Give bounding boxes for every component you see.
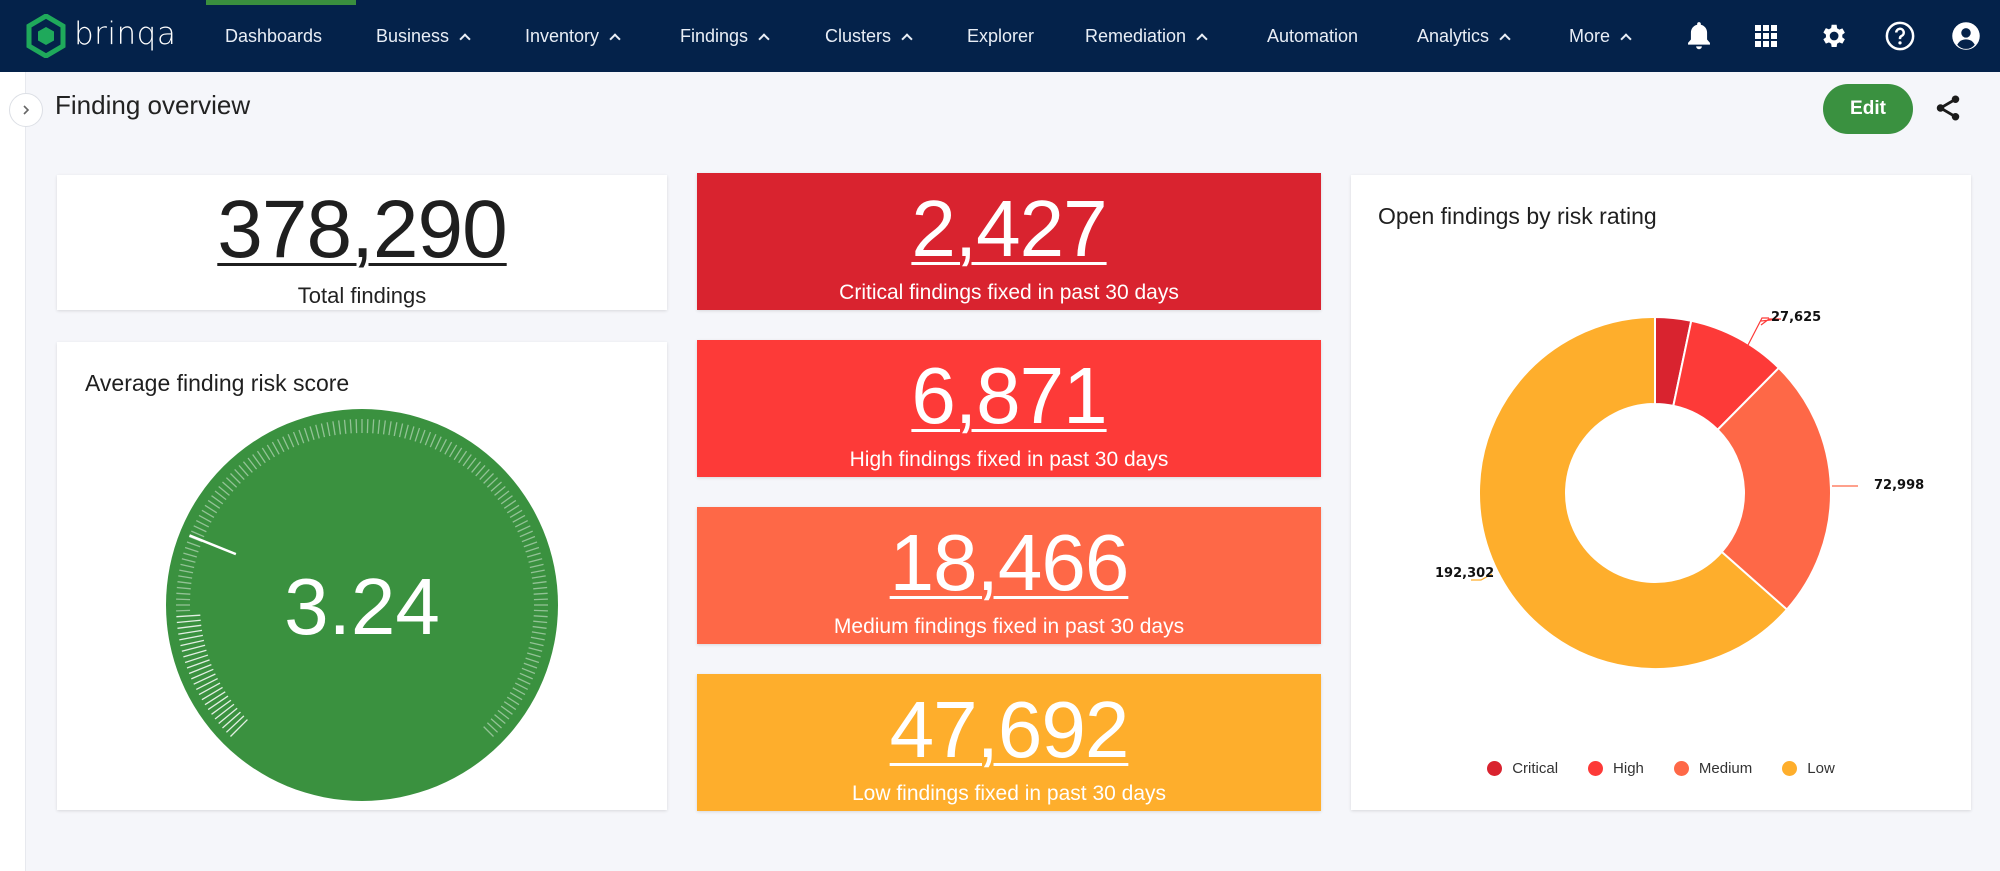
medium-slice-label: 72,998 [1874, 478, 1925, 493]
hexagon-logo-icon [26, 14, 66, 58]
nav-label: Clusters [825, 25, 892, 46]
page-title: Finding overview [55, 90, 251, 120]
legend-label: Medium [1698, 760, 1753, 777]
apps-grid-icon[interactable] [1750, 20, 1782, 52]
chevron-up-icon [758, 33, 770, 45]
legend-label: Low [1807, 760, 1835, 777]
nav-analytics[interactable]: Analytics [1417, 0, 1511, 72]
nav-more[interactable]: More [1569, 0, 1632, 72]
help-icon[interactable] [1884, 20, 1916, 52]
open-findings-by-risk-card: Open findings by risk rating 27,625 72,9… [1351, 175, 1971, 810]
gear-icon[interactable] [1817, 20, 1849, 52]
legend-critical[interactable]: Critical [1487, 760, 1558, 777]
total-findings-card: 378,290 Total findings [57, 175, 667, 310]
donut-slice-medium[interactable] [1716, 366, 1832, 611]
donut-legend: Critical High Medium Low [1351, 760, 1971, 777]
legend-high[interactable]: High [1588, 760, 1644, 777]
nav-label: Inventory [525, 25, 600, 46]
average-risk-score-card: Average finding risk score 3.24 [57, 342, 667, 810]
critical-fixed-card: 2,427 Critical findings fixed in past 30… [697, 173, 1321, 310]
nav-label: More [1569, 25, 1611, 46]
collapsed-sidebar [0, 72, 26, 871]
total-findings-value[interactable]: 378,290 [217, 184, 507, 275]
nav-label: Remediation [1085, 25, 1187, 46]
brinqa-logo[interactable]: brinqa [26, 14, 176, 58]
active-nav-indicator [206, 0, 356, 5]
donut-slice-low[interactable] [1478, 315, 1789, 670]
critical-fixed-value[interactable]: 2,427 [911, 184, 1107, 273]
legend-medium[interactable]: Medium [1673, 760, 1753, 777]
nav-label: Automation [1267, 25, 1359, 46]
nav-business[interactable]: Business [376, 0, 471, 72]
nav-dashboards[interactable]: Dashboards [225, 0, 322, 72]
nav-remediation[interactable]: Remediation [1085, 0, 1208, 72]
logo-text: brinqa [74, 16, 177, 52]
top-nav: brinqa Dashboards Business Inventory Fin… [0, 0, 2000, 72]
low-fixed-card: 47,692 Low findings fixed in past 30 day… [697, 674, 1321, 811]
low-fixed-value[interactable]: 47,692 [889, 685, 1130, 774]
high-fixed-card: 6,871 High findings fixed in past 30 day… [697, 340, 1321, 477]
high-fixed-value[interactable]: 6,871 [911, 351, 1107, 440]
share-button[interactable] [1930, 90, 1966, 126]
legend-dot-icon [1782, 761, 1798, 776]
risk-score-gauge [166, 409, 558, 801]
bell-icon[interactable] [1683, 20, 1715, 52]
low-slice-label: 192,302 [1435, 566, 1495, 581]
expand-sidebar-button[interactable] [9, 93, 43, 127]
legend-dot-icon [1487, 761, 1503, 776]
donut-chart[interactable] [1351, 175, 1971, 810]
legend-low[interactable]: Low [1782, 760, 1835, 777]
nav-label: Findings [680, 25, 749, 46]
medium-fixed-value[interactable]: 18,466 [889, 518, 1130, 607]
high-fixed-label: High findings fixed in past 30 days [849, 448, 1169, 471]
chevron-up-icon [1499, 33, 1511, 45]
total-findings-label: Total findings [297, 283, 427, 308]
edit-button[interactable]: Edit [1823, 84, 1913, 134]
nav-label: Explorer [967, 25, 1035, 46]
chevron-up-icon [609, 33, 621, 45]
risk-score-value: 3.24 [284, 562, 440, 651]
medium-fixed-card: 18,466 Medium findings fixed in past 30 … [697, 507, 1321, 644]
nav-automation[interactable]: Automation [1267, 0, 1358, 72]
chevron-up-icon [1196, 33, 1208, 45]
chevron-right-icon [23, 105, 30, 115]
legend-dot-icon [1588, 761, 1604, 776]
critical-fixed-label: Critical findings fixed in past 30 days [839, 281, 1179, 304]
chevron-up-icon [1620, 33, 1632, 45]
average-risk-score-title: Average finding risk score [85, 370, 350, 396]
account-icon[interactable] [1950, 20, 1982, 52]
nav-label: Analytics [1417, 25, 1490, 46]
chevron-up-icon [459, 33, 471, 45]
legend-label: Critical [1512, 760, 1559, 777]
nav-clusters[interactable]: Clusters [825, 0, 913, 72]
nav-label: Dashboards [225, 25, 323, 46]
nav-label: Business [376, 25, 450, 46]
low-fixed-label: Low findings fixed in past 30 days [851, 782, 1167, 805]
nav-findings[interactable]: Findings [680, 0, 770, 72]
medium-fixed-label: Medium findings fixed in past 30 days [833, 615, 1185, 638]
nav-explorer[interactable]: Explorer [967, 0, 1034, 72]
share-icon [1936, 95, 1960, 121]
donut-chart-title: Open findings by risk rating [1378, 203, 1657, 229]
nav-inventory[interactable]: Inventory [525, 0, 621, 72]
high-slice-label: 27,625 [1771, 310, 1822, 325]
legend-label: High [1613, 760, 1644, 777]
legend-dot-icon [1673, 761, 1689, 776]
chevron-up-icon [901, 33, 913, 45]
